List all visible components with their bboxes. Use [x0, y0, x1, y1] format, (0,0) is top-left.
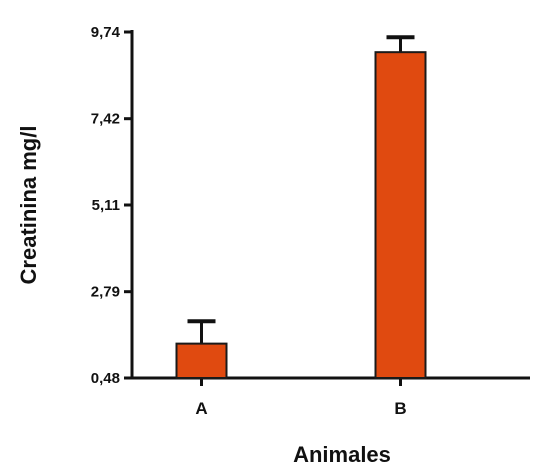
- y-tick-label: 2,79: [91, 284, 120, 301]
- x-tick-label: A: [195, 399, 207, 418]
- y-tick-label: 7,42: [91, 111, 120, 128]
- bar-b: [374, 51, 427, 380]
- y-tick-label: 9,74: [91, 24, 121, 41]
- y-axis: 0,48 2,79 5,11 7,42 9,74: [91, 24, 134, 387]
- bar-a: [175, 342, 228, 379]
- x-axis-title: Animales: [293, 442, 391, 467]
- y-tick-label: 0,48: [91, 370, 120, 387]
- y-axis-title: Creatinina mg/l: [16, 126, 41, 285]
- y-tick-label: 5,11: [92, 197, 120, 214]
- x-tick-label: B: [394, 399, 406, 418]
- bars: [175, 35, 427, 380]
